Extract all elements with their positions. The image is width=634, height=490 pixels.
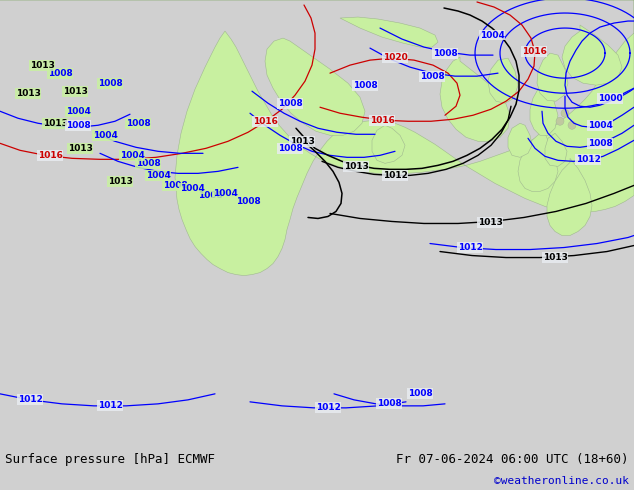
- Text: 1016: 1016: [370, 116, 394, 125]
- Text: 1013: 1013: [108, 177, 133, 186]
- Text: 1008: 1008: [408, 390, 432, 398]
- Text: 1008: 1008: [98, 79, 122, 88]
- Text: 1008: 1008: [198, 191, 223, 200]
- Text: 1004: 1004: [588, 121, 612, 130]
- Text: 1012: 1012: [458, 243, 482, 252]
- Polygon shape: [440, 57, 510, 141]
- Text: 1013: 1013: [16, 89, 41, 98]
- Text: 1004: 1004: [93, 131, 117, 140]
- Text: 1016: 1016: [252, 117, 278, 126]
- Circle shape: [556, 117, 564, 125]
- Text: 1012: 1012: [98, 401, 122, 410]
- Polygon shape: [537, 53, 568, 101]
- Text: 1013: 1013: [290, 137, 314, 146]
- Text: 1016: 1016: [37, 151, 62, 160]
- Text: 1004: 1004: [179, 184, 204, 193]
- Polygon shape: [508, 123, 532, 157]
- Polygon shape: [340, 17, 438, 47]
- Polygon shape: [518, 133, 558, 192]
- Text: 1013: 1013: [42, 119, 67, 128]
- Text: 1008: 1008: [353, 81, 377, 90]
- Polygon shape: [562, 25, 622, 85]
- Text: 1013: 1013: [543, 253, 567, 262]
- Text: 1008: 1008: [66, 121, 91, 130]
- Text: 1000: 1000: [598, 94, 623, 103]
- Polygon shape: [265, 38, 365, 135]
- Text: 1008: 1008: [126, 119, 150, 128]
- Text: 1008: 1008: [136, 159, 160, 168]
- Text: 1013: 1013: [30, 61, 55, 70]
- Text: 1013: 1013: [63, 87, 87, 96]
- Text: 1013: 1013: [68, 144, 93, 153]
- Text: 1004: 1004: [146, 171, 171, 180]
- Circle shape: [561, 109, 569, 117]
- Text: 1004: 1004: [120, 151, 145, 160]
- Polygon shape: [530, 85, 558, 135]
- Text: 1012: 1012: [316, 403, 340, 413]
- Text: Surface pressure [hPa] ECMWF: Surface pressure [hPa] ECMWF: [5, 453, 215, 466]
- Text: 1020: 1020: [383, 52, 408, 62]
- Text: 1008: 1008: [420, 72, 444, 81]
- Text: 1016: 1016: [522, 47, 547, 55]
- Text: 1008: 1008: [588, 139, 612, 148]
- Text: ©weatheronline.co.uk: ©weatheronline.co.uk: [494, 476, 629, 486]
- Text: Fr 07-06-2024 06:00 UTC (18+60): Fr 07-06-2024 06:00 UTC (18+60): [396, 453, 629, 466]
- Polygon shape: [547, 158, 592, 236]
- Text: 1008: 1008: [278, 144, 302, 153]
- Polygon shape: [488, 58, 518, 103]
- Text: 1008: 1008: [432, 49, 457, 58]
- Circle shape: [568, 121, 576, 129]
- Polygon shape: [372, 125, 405, 163]
- Text: 1008: 1008: [48, 69, 72, 77]
- Text: 1008: 1008: [236, 197, 261, 206]
- Text: 1008: 1008: [163, 181, 188, 190]
- Text: 1004: 1004: [212, 189, 238, 198]
- Text: 1004: 1004: [65, 107, 91, 116]
- Text: 1012: 1012: [18, 395, 42, 404]
- Text: 1013: 1013: [477, 218, 502, 227]
- Text: 1004: 1004: [479, 30, 505, 40]
- Text: 1008: 1008: [278, 98, 302, 108]
- Text: 1013: 1013: [344, 162, 368, 171]
- Text: 1012: 1012: [382, 171, 408, 180]
- Text: 1008: 1008: [377, 399, 401, 408]
- Polygon shape: [545, 133, 567, 166]
- Polygon shape: [0, 0, 634, 275]
- Text: 1012: 1012: [576, 155, 600, 164]
